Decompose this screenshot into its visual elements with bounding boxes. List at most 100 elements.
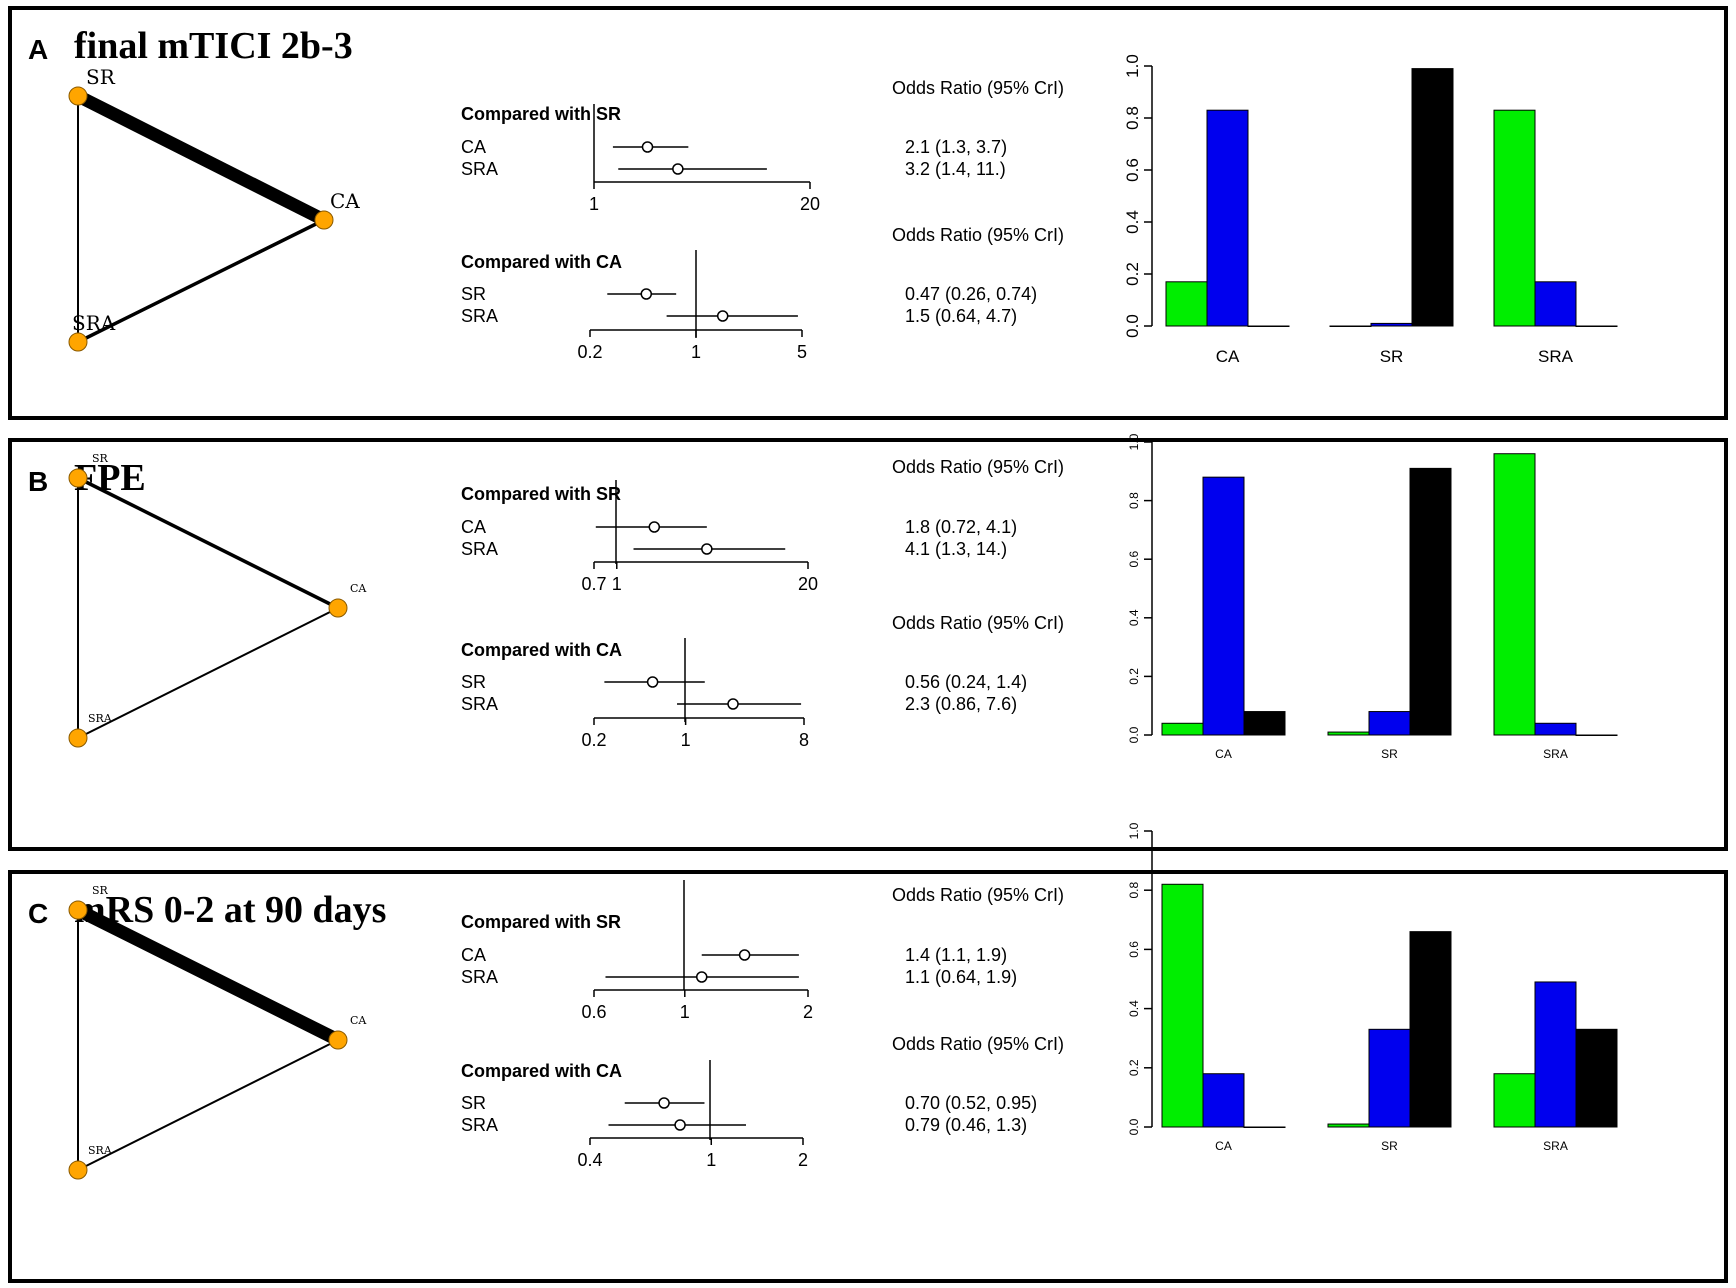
panel-label: A [28, 34, 49, 65]
odds-ratio-header: Odds Ratio (95% CrI) [892, 457, 1064, 477]
category-label: SR [1381, 747, 1398, 761]
network-node [314, 210, 334, 230]
x-tick-label: 1 [589, 194, 599, 214]
panel-label: C [28, 898, 49, 929]
bar [1493, 1073, 1536, 1128]
y-tick-label: 0.0 [1123, 314, 1142, 338]
network-node [328, 1030, 348, 1050]
forest-plot: Odds Ratio (95% CrI) Compared with SR CA 1.… [461, 457, 1064, 750]
x-tick-label: 1 [691, 342, 701, 362]
network-node [68, 86, 88, 106]
x-tick-label: 0.7 [581, 574, 606, 594]
x-tick-label: 20 [800, 194, 820, 214]
x-tick-label: 0.2 [581, 730, 606, 750]
network-graph: SR CA SRA [68, 65, 360, 352]
bar [1247, 325, 1290, 327]
network-node-label: CA [350, 582, 367, 595]
bar [1327, 731, 1370, 736]
odds-ratio-value: 4.1 (1.3, 14.) [905, 539, 1007, 559]
panel-title: mRS 0-2 at 90 days [74, 889, 387, 931]
y-tick-label: 0.0 [1127, 726, 1141, 743]
y-tick-label: 0.6 [1127, 551, 1141, 568]
odds-ratio-value: 2.1 (1.3, 3.7) [905, 137, 1007, 157]
comparison-header: Compared with SR [461, 104, 621, 124]
category-label: SRA [1538, 347, 1574, 366]
point-estimate [648, 521, 661, 533]
x-tick-label: 2 [798, 1150, 808, 1170]
x-tick-label: 0.2 [577, 342, 602, 362]
y-tick-label: 0.4 [1127, 609, 1141, 626]
odds-ratio-value: 1.4 (1.1, 1.9) [905, 945, 1007, 965]
network-node-label: SR [92, 884, 109, 897]
bar [1534, 281, 1577, 327]
point-estimate [701, 543, 713, 555]
forest-plot: Odds Ratio (95% CrI) Compared with SR CA 1.… [461, 880, 1064, 1170]
network-node-label: SR [86, 65, 116, 89]
bar [1409, 931, 1452, 1128]
y-tick-label: 0.2 [1123, 262, 1142, 286]
odds-ratio-header: Odds Ratio (95% CrI) [892, 225, 1064, 245]
y-tick-label: 0.4 [1127, 1000, 1141, 1017]
odds-ratio-value: 0.79 (0.46, 1.3) [905, 1115, 1027, 1135]
treatment-label: SR [461, 672, 486, 692]
network-node [68, 900, 88, 920]
point-estimate [738, 949, 751, 961]
odds-ratio-value: 3.2 (1.4, 11.) [905, 159, 1006, 179]
panel-c: C mRS 0-2 at 90 days SR CA SRA Odds Ratio … [8, 822, 1728, 1283]
bar [1575, 325, 1618, 327]
network-node-label: SRA [72, 311, 116, 335]
treatment-label: SRA [461, 159, 498, 179]
panel-title: final mTICI 2b-3 [74, 25, 353, 67]
odds-ratio-value: 2.3 (0.86, 7.6) [905, 694, 1017, 714]
x-tick-label: 0.6 [581, 1002, 606, 1022]
bar [1368, 1028, 1411, 1128]
treatment-label: CA [461, 517, 486, 537]
x-tick-label: 1 [681, 730, 691, 750]
x-tick-label: 2 [803, 1002, 813, 1022]
point-estimate [727, 698, 739, 710]
network-edge [77, 218, 325, 344]
category-label: SRA [1543, 1139, 1568, 1153]
comparison-header: Compared with CA [461, 252, 622, 272]
network-node-label: SR [92, 452, 109, 465]
treatment-label: SRA [461, 694, 498, 714]
bar [1370, 322, 1413, 327]
bar [1368, 711, 1411, 736]
network-edge [77, 607, 339, 739]
forest-plot: Odds Ratio (95% CrI) Compared with SR CA 2.… [461, 78, 1064, 362]
bar [1409, 467, 1452, 736]
category-label: SR [1381, 1139, 1398, 1153]
odds-ratio-header: Odds Ratio (95% CrI) [892, 78, 1064, 98]
category-label: CA [1216, 347, 1240, 366]
bar [1329, 325, 1372, 327]
odds-ratio-header: Odds Ratio (95% CrI) [892, 1034, 1064, 1054]
x-tick-label: 0.4 [577, 1150, 602, 1170]
network-graph: SR CA SRA [68, 452, 367, 748]
y-tick-label: 1.0 [1123, 54, 1142, 78]
bar [1534, 981, 1577, 1128]
bar [1202, 1073, 1245, 1128]
y-tick-label: 1.0 [1127, 433, 1141, 450]
bar [1493, 109, 1536, 327]
y-tick-label: 0.0 [1127, 1118, 1141, 1135]
odds-ratio-value: 0.56 (0.24, 1.4) [905, 672, 1027, 692]
bar [1202, 476, 1245, 736]
network-node-label: SRA [88, 1144, 113, 1157]
point-estimate [672, 163, 684, 175]
treatment-label: SRA [461, 967, 498, 987]
network-edge [75, 904, 341, 1046]
odds-ratio-value: 1.5 (0.64, 4.7) [905, 306, 1017, 326]
panel-b: B FPE SR CA SRA Odds Ratio (95% CrI) Compar… [8, 433, 1728, 851]
y-tick-label: 0.8 [1127, 492, 1141, 509]
category-label: CA [1215, 1139, 1232, 1153]
point-estimate [658, 1097, 670, 1109]
bar [1534, 722, 1577, 736]
comparison-header: Compared with SR [461, 484, 621, 504]
comparison-header: Compared with CA [461, 1061, 622, 1081]
y-tick-label: 0.2 [1127, 1059, 1141, 1076]
x-tick-label: 1 [612, 574, 622, 594]
bar [1161, 883, 1204, 1128]
bar [1575, 1028, 1618, 1128]
network-graph: SR CA SRA [68, 884, 367, 1180]
y-tick-label: 0.6 [1127, 941, 1141, 958]
